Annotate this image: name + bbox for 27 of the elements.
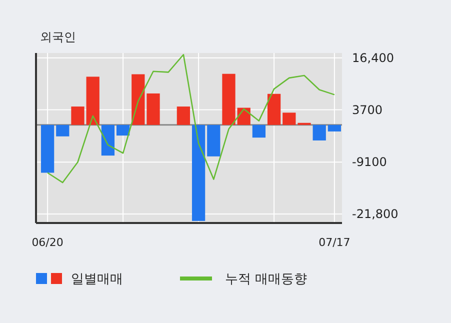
bar — [267, 94, 281, 125]
y-tick-label: -21,800 — [352, 207, 398, 222]
bar — [146, 93, 160, 125]
bar — [132, 74, 145, 125]
bar — [282, 112, 296, 125]
bar — [207, 124, 220, 156]
y-tick-label: 3700 — [352, 102, 383, 117]
bar — [328, 124, 342, 132]
line-series — [46, 54, 336, 184]
bar — [71, 106, 84, 125]
y-tick-label: 16,400 — [352, 50, 394, 65]
bar — [86, 76, 100, 125]
bar — [312, 124, 326, 140]
legend-label: 일별매매 — [71, 272, 123, 287]
bar — [116, 124, 130, 136]
bar — [176, 106, 190, 125]
bar — [192, 124, 206, 221]
x-tick-label: 07/17 — [318, 236, 350, 249]
bar — [40, 124, 54, 173]
bar — [252, 124, 266, 138]
bar — [56, 124, 70, 136]
y-tick-label: -9100 — [352, 155, 387, 170]
chart-title: 외국인 — [40, 30, 76, 44]
x-tick-label: 06/20 — [32, 236, 64, 249]
bar — [222, 74, 236, 125]
bar — [101, 124, 115, 156]
legend-label: 누적 매매동향 — [225, 272, 308, 287]
